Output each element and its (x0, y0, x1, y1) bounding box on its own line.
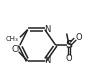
Text: O: O (66, 54, 72, 63)
Text: N: N (44, 25, 51, 34)
Text: O: O (75, 33, 82, 42)
Text: CH₃: CH₃ (6, 36, 18, 42)
Text: S: S (65, 40, 73, 50)
Text: Cl: Cl (12, 45, 20, 54)
Text: N: N (44, 56, 51, 65)
